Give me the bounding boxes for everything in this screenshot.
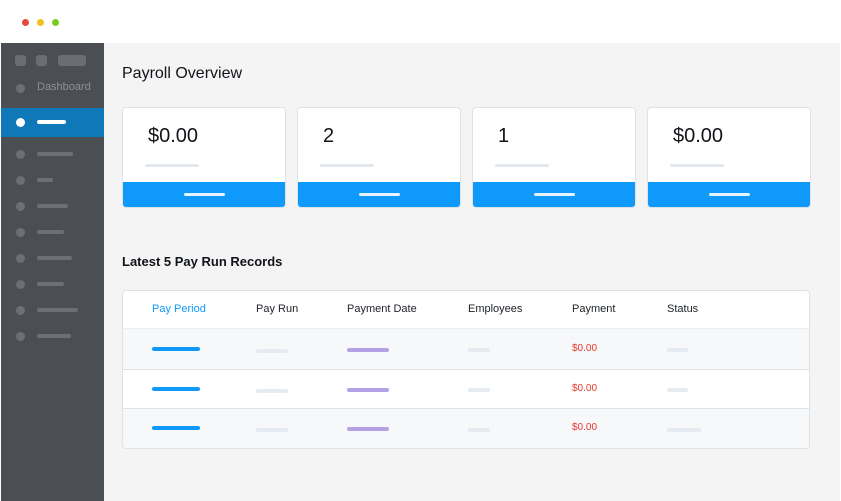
pay-run-table: Pay Period Pay Run Payment Date Employee… — [122, 290, 810, 449]
column-header-pay-run[interactable]: Pay Run — [256, 303, 299, 315]
status-placeholder — [667, 428, 701, 432]
sidebar-item-placeholder — [37, 308, 78, 312]
section-title: Latest 5 Pay Run Records — [122, 254, 283, 269]
payment-date-placeholder — [347, 388, 389, 392]
payment-amount: $0.00 — [572, 422, 598, 433]
card-value: $0.00 — [673, 125, 724, 147]
table-row[interactable]: $0.00 — [123, 409, 809, 448]
table-header: Pay Period Pay Run Payment Date Employee… — [123, 291, 809, 329]
payment-amount: $0.00 — [572, 343, 598, 354]
sidebar-item[interactable] — [1, 245, 104, 271]
logo-block-icon — [36, 55, 47, 66]
sidebar-item[interactable] — [1, 141, 104, 167]
card-value: 2 — [323, 125, 335, 147]
payment-amount: $0.00 — [572, 383, 598, 394]
sidebar-item-placeholder — [37, 282, 64, 286]
summary-card[interactable]: $0.00 — [647, 107, 811, 208]
card-label-placeholder — [145, 164, 199, 167]
sidebar-item-placeholder — [37, 178, 53, 182]
sidebar-item[interactable] — [1, 297, 104, 323]
pay-run-placeholder — [256, 389, 288, 393]
sidebar-item-active[interactable] — [1, 108, 104, 137]
status-placeholder — [667, 388, 688, 392]
sidebar-item-placeholder — [37, 230, 64, 234]
sidebar-item[interactable] — [1, 193, 104, 219]
card-footer-link[interactable] — [298, 182, 460, 207]
sidebar-item-placeholder — [37, 120, 66, 124]
card-footer-placeholder — [359, 193, 400, 196]
sidebar-item[interactable] — [1, 167, 104, 193]
card-footer-link[interactable] — [648, 182, 810, 207]
nav-bullet-icon — [16, 150, 25, 159]
card-footer-link[interactable] — [123, 182, 285, 207]
card-footer-placeholder — [534, 193, 575, 196]
card-value: $0.00 — [148, 125, 199, 147]
card-footer-placeholder — [184, 193, 225, 196]
employees-placeholder — [468, 428, 490, 432]
nav-bullet-icon — [16, 118, 25, 127]
column-header-employees[interactable]: Employees — [468, 303, 523, 315]
nav-bullet-icon — [16, 332, 25, 341]
window-titlebar — [0, 0, 841, 43]
card-label-placeholder — [320, 164, 374, 167]
employees-placeholder — [468, 388, 490, 392]
sidebar-item[interactable] — [1, 323, 104, 349]
card-label-placeholder — [495, 164, 549, 167]
summary-card[interactable]: 1 — [472, 107, 636, 208]
nav-bullet-icon — [16, 228, 25, 237]
app-window: Dashboard — [1, 43, 840, 501]
summary-card[interactable]: 2 — [297, 107, 461, 208]
status-placeholder — [667, 348, 688, 352]
column-header-pay-period[interactable]: Pay Period — [152, 303, 206, 315]
minimize-window-icon[interactable] — [37, 19, 44, 26]
card-value: 1 — [498, 125, 510, 147]
summary-card[interactable]: $0.00 — [122, 107, 286, 208]
sidebar-item-placeholder — [37, 256, 72, 260]
column-header-payment[interactable]: Payment — [572, 303, 616, 315]
column-header-payment-date[interactable]: Payment Date — [347, 303, 417, 315]
dashboard-icon — [16, 84, 25, 93]
nav-bullet-icon — [16, 254, 25, 263]
sidebar-item[interactable] — [1, 219, 104, 245]
sidebar: Dashboard — [1, 43, 104, 501]
sidebar-item-placeholder — [37, 334, 71, 338]
sidebar-item-label: Dashboard — [37, 81, 91, 93]
table-row[interactable]: $0.00 — [123, 369, 809, 409]
pay-period-placeholder[interactable] — [152, 426, 200, 430]
pay-run-placeholder — [256, 428, 288, 432]
column-header-status[interactable]: Status — [667, 303, 699, 315]
nav-bullet-icon — [16, 176, 25, 185]
sidebar-item-dashboard[interactable]: Dashboard — [1, 75, 104, 101]
close-window-icon[interactable] — [22, 19, 29, 26]
maximize-window-icon[interactable] — [52, 19, 59, 26]
payment-date-placeholder — [347, 348, 389, 352]
logo-block-icon — [15, 55, 26, 66]
page-title: Payroll Overview — [122, 65, 243, 82]
employees-placeholder — [468, 348, 490, 352]
nav-bullet-icon — [16, 306, 25, 315]
sidebar-item-placeholder — [37, 152, 73, 156]
sidebar-item[interactable] — [1, 271, 104, 297]
table-row[interactable]: $0.00 — [123, 329, 809, 369]
pay-period-placeholder[interactable] — [152, 347, 200, 351]
logo-block-icon — [58, 55, 86, 66]
pay-period-placeholder[interactable] — [152, 387, 200, 391]
card-footer-link[interactable] — [473, 182, 635, 207]
card-label-placeholder — [670, 164, 724, 167]
payment-date-placeholder — [347, 427, 389, 431]
card-footer-placeholder — [709, 193, 750, 196]
sidebar-item-placeholder — [37, 204, 68, 208]
nav-bullet-icon — [16, 280, 25, 289]
nav-bullet-icon — [16, 202, 25, 211]
pay-run-placeholder — [256, 349, 288, 353]
